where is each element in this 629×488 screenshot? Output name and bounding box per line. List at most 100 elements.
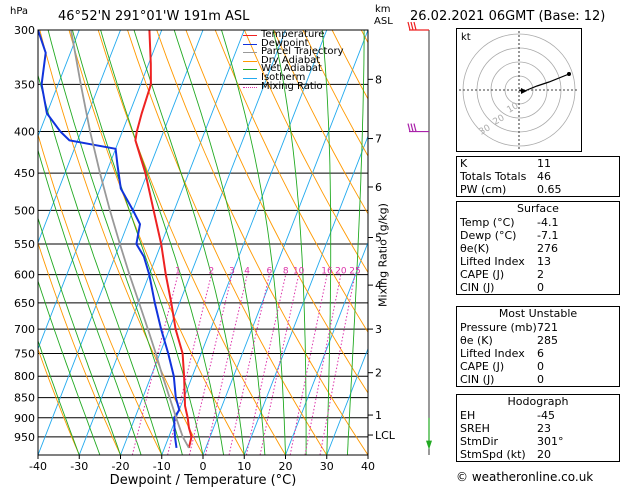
surface-row: CIN (J)0	[457, 281, 619, 294]
km-tick-label: 3	[375, 323, 382, 336]
x-tick-label: 20	[279, 460, 293, 473]
wet-adiabat	[0, 30, 79, 455]
mixing-ratio-label: 1	[175, 267, 181, 277]
pressure-tick-label: 900	[14, 412, 35, 425]
mixing-ratio-label: 20	[335, 267, 347, 277]
most-unstable-row: θe (K)285	[457, 334, 619, 347]
km-tick-label: 8	[375, 73, 382, 86]
surface-table: Surface Temp (°C)-4.1 Dewp (°C)-7.1 θe(K…	[456, 201, 620, 295]
legend-item-mixing-ratio: Mixing Ratio	[243, 83, 344, 92]
pressure-tick-label: 300	[14, 24, 35, 37]
x-tick-label: 0	[200, 460, 207, 473]
hodograph-panel: kt 10 20 30	[456, 28, 582, 152]
mixing-ratio-label: 3	[229, 267, 235, 277]
index-row: PW (cm)0.65	[457, 183, 619, 196]
x-tick-label: -10	[153, 460, 171, 473]
mixing-ratio-label: 2	[208, 267, 214, 277]
dry-adiabat	[157, 30, 368, 455]
wind-barb-flag	[408, 124, 410, 132]
x-tick-label: 30	[320, 460, 334, 473]
x-tick-label: -20	[112, 460, 130, 473]
most-unstable-row: Pressure (mb)721	[457, 321, 619, 334]
most-unstable-table: Most Unstable Pressure (mb)721 θe (K)285…	[456, 306, 620, 387]
hodograph-title: Hodograph	[457, 395, 619, 409]
series-parcel-trajectory	[71, 30, 189, 448]
dry-adiabat	[215, 30, 450, 455]
pressure-tick-label: 550	[14, 238, 35, 251]
datetime-header: 26.02.2021 06GMT (Base: 12)	[410, 9, 605, 24]
pressure-tick-label: 600	[14, 269, 35, 282]
km-unit-label: km	[375, 4, 391, 15]
most-unstable-row: CIN (J)0	[457, 373, 619, 386]
storm-motion-marker	[521, 88, 527, 94]
wet-adiabat	[273, 30, 306, 455]
mixing-ratio-label: 10	[293, 267, 305, 277]
wind-barb-400	[408, 124, 429, 132]
wet-adiabat	[48, 30, 182, 455]
dry-adiabat	[128, 30, 327, 455]
mixing-ratio-axis-label: Mixing Ratio (g/kg)	[377, 203, 390, 307]
surface-row: Temp (°C)-4.1	[457, 216, 619, 229]
mixing-ratio-label: 4	[244, 267, 250, 277]
pressure-tick-label: 850	[14, 392, 35, 405]
x-tick-label: 40	[361, 460, 375, 473]
x-tick-label: -30	[70, 460, 88, 473]
hodograph-row: EH-45	[457, 409, 619, 422]
mixing-ratio-label: 16	[321, 267, 333, 277]
wind-barb-surface	[426, 418, 432, 450]
hodograph-kt-label: kt	[461, 32, 471, 43]
km-tick-label: 1	[375, 409, 382, 422]
surface-row: Dewp (°C)-7.1	[457, 229, 619, 242]
pressure-tick-label: 700	[14, 323, 35, 336]
surface-row: θe(K)276	[457, 242, 619, 255]
asl-unit-label: ASL	[374, 16, 393, 27]
pressure-tick-label: 650	[14, 297, 35, 310]
pressure-tick-label: 450	[14, 167, 35, 180]
isotherm	[0, 30, 79, 455]
isotherm	[162, 30, 327, 455]
hodograph-endpoint	[567, 72, 571, 76]
legend: Temperature Dewpoint Parcel Trajectory D…	[243, 31, 344, 91]
copyright: © weatheronline.co.uk	[456, 470, 593, 484]
mixing-ratio-label: 25	[349, 267, 360, 277]
km-tick-label: LCL	[375, 429, 396, 442]
x-tick-label: -40	[29, 460, 47, 473]
km-tick-label: 7	[375, 133, 382, 146]
dry-adiabat	[624, 30, 629, 455]
wet-adiabat	[72, 30, 203, 455]
hodograph-plot: kt 10 20 30	[457, 29, 581, 151]
pressure-tick-label: 500	[14, 204, 35, 217]
pressure-tick-label: 750	[14, 347, 35, 360]
x-tick-label: 10	[237, 460, 251, 473]
wind-barb-head	[426, 441, 432, 450]
most-unstable-row: CAPE (J)0	[457, 360, 619, 373]
km-tick-label: 6	[375, 181, 382, 194]
mixing-ratio-line	[246, 275, 285, 455]
dry-adiabat	[0, 30, 79, 455]
most-unstable-title: Most Unstable	[457, 307, 619, 321]
wet-adiabat	[222, 30, 286, 455]
pressure-unit-label: hPa	[10, 6, 28, 17]
km-tick-label: 2	[375, 367, 382, 380]
hodograph-ring-label-10: 10	[506, 101, 521, 116]
isotherm	[121, 30, 286, 455]
wind-barb-flag	[414, 124, 416, 132]
mixing-ratio-line	[189, 275, 232, 455]
pressure-tick-label: 350	[14, 78, 35, 91]
mixing-ratio-label: 6	[267, 267, 273, 277]
hodograph-ring-label-20: 20	[492, 113, 507, 128]
pressure-tick-label: 950	[14, 431, 35, 444]
series-dewpoint	[38, 30, 179, 448]
station-header: 46°52'N 291°01'W 191m ASL	[58, 9, 249, 24]
pressure-tick-label: 800	[14, 370, 35, 383]
surface-title: Surface	[457, 202, 619, 216]
hodograph-row: StmSpd (kt)20	[457, 448, 619, 461]
